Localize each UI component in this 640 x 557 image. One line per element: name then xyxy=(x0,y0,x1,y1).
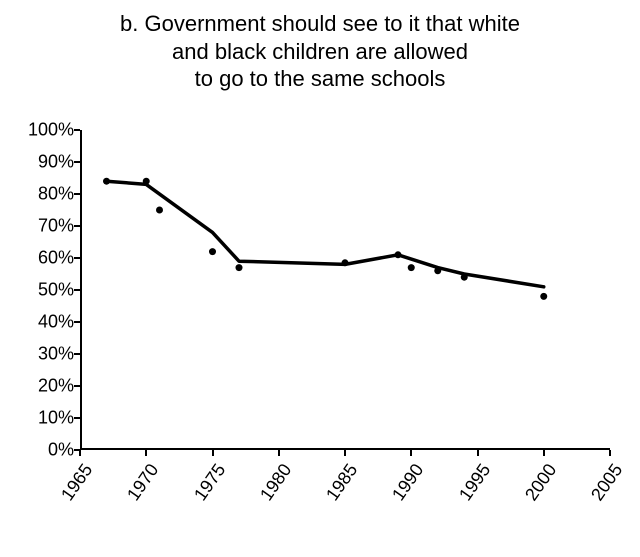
scatter-point xyxy=(342,259,349,266)
x-tick xyxy=(79,450,81,456)
y-tick xyxy=(74,353,80,355)
x-tick-label: 1985 xyxy=(322,460,362,505)
scatter-point xyxy=(408,264,415,271)
y-tick xyxy=(74,321,80,323)
scatter-point xyxy=(540,293,547,300)
chart-svg xyxy=(80,130,610,450)
x-tick-label: 1965 xyxy=(57,460,97,505)
y-tick-label: 50% xyxy=(38,280,74,301)
y-tick-label: 0% xyxy=(48,440,74,461)
scatter-point xyxy=(434,267,441,274)
x-tick-label: 1975 xyxy=(190,460,230,505)
title-line-1: b. Government should see to it that whit… xyxy=(120,11,520,36)
y-tick xyxy=(74,161,80,163)
x-tick-label: 2005 xyxy=(587,460,627,505)
x-tick-label: 1980 xyxy=(256,460,296,505)
y-tick-label: 90% xyxy=(38,152,74,173)
x-tick xyxy=(609,450,611,456)
x-tick-label: 1970 xyxy=(123,460,163,505)
y-tick-label: 40% xyxy=(38,312,74,333)
x-tick-label: 1990 xyxy=(388,460,428,505)
y-tick xyxy=(74,289,80,291)
y-tick-label: 10% xyxy=(38,408,74,429)
scatter-point xyxy=(143,178,150,185)
y-tick-label: 100% xyxy=(28,120,74,141)
y-tick xyxy=(74,129,80,131)
title-line-2: and black children are allowed xyxy=(172,39,468,64)
chart-title: b. Government should see to it that whit… xyxy=(0,10,640,93)
x-tick xyxy=(344,450,346,456)
scatter-point xyxy=(156,207,163,214)
x-tick xyxy=(145,450,147,456)
x-tick xyxy=(410,450,412,456)
x-tick-label: 1995 xyxy=(455,460,495,505)
y-tick xyxy=(74,385,80,387)
y-tick xyxy=(74,257,80,259)
y-tick-label: 70% xyxy=(38,216,74,237)
x-tick xyxy=(278,450,280,456)
scatter-point xyxy=(395,251,402,258)
x-tick xyxy=(477,450,479,456)
y-tick xyxy=(74,225,80,227)
scatter-point xyxy=(236,264,243,271)
y-tick-label: 60% xyxy=(38,248,74,269)
y-tick-label: 80% xyxy=(38,184,74,205)
scatter-point xyxy=(461,274,468,281)
y-tick-label: 30% xyxy=(38,344,74,365)
scatter-point xyxy=(103,178,110,185)
chart-container: { "chart": { "type": "line_scatter", "ti… xyxy=(0,0,640,557)
y-tick xyxy=(74,193,80,195)
x-tick xyxy=(212,450,214,456)
y-tick-label: 20% xyxy=(38,376,74,397)
y-tick xyxy=(74,417,80,419)
x-tick xyxy=(543,450,545,456)
x-tick-label: 2000 xyxy=(521,460,561,505)
plot-area: 0%10%20%30%40%50%60%70%80%90%100%1965197… xyxy=(80,130,610,450)
title-line-3: to go to the same schools xyxy=(195,66,446,91)
scatter-point xyxy=(209,248,216,255)
line-series xyxy=(107,181,544,287)
